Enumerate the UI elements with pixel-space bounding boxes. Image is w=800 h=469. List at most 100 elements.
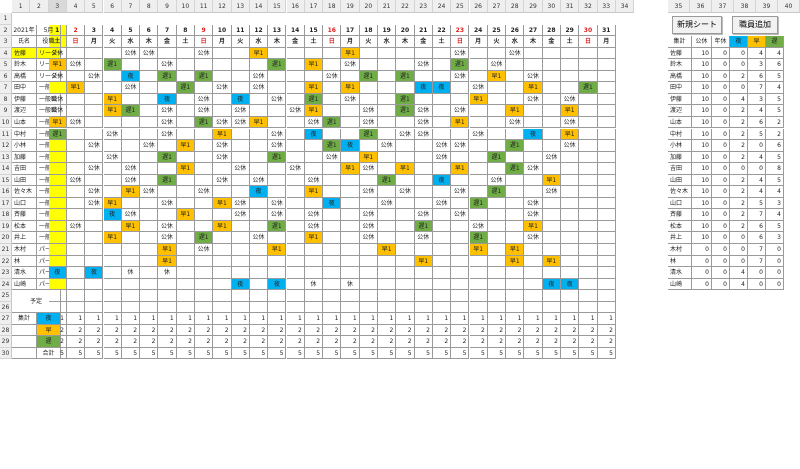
shift-empty[interactable]: [597, 47, 616, 60]
shift-empty[interactable]: [323, 105, 342, 117]
shift-empty[interactable]: [66, 128, 86, 141]
memo-cell[interactable]: [396, 301, 415, 314]
column-header[interactable]: 1: [12, 0, 31, 13]
memo-cell[interactable]: [414, 290, 433, 302]
shift-empty[interactable]: [432, 116, 452, 129]
shift-empty[interactable]: [304, 244, 324, 256]
shift-off[interactable]: 公休: [121, 47, 141, 60]
shift-empty[interactable]: [140, 244, 159, 256]
shift-late[interactable]: 遅1: [48, 128, 67, 141]
shift-night[interactable]: 夜: [561, 278, 580, 291]
shift-empty[interactable]: [176, 255, 195, 268]
staff-name[interactable]: 斉藤: [12, 209, 37, 221]
shift-empty[interactable]: [524, 140, 543, 152]
shift-late[interactable]: 遅1: [158, 70, 177, 83]
shift-off[interactable]: 公休: [121, 163, 141, 175]
shift-empty[interactable]: [542, 232, 561, 244]
day-number[interactable]: 11: [231, 24, 250, 37]
shift-early[interactable]: 早1: [66, 82, 86, 94]
shift-empty[interactable]: [542, 244, 561, 256]
shift-empty[interactable]: [140, 209, 159, 221]
weekday-label[interactable]: 木: [524, 36, 543, 48]
weekday-label[interactable]: 木: [268, 36, 287, 48]
shift-night[interactable]: 夜: [268, 278, 287, 291]
memo-cell[interactable]: [432, 301, 452, 314]
shift-empty[interactable]: [542, 116, 561, 129]
row-header[interactable]: 11: [0, 128, 12, 141]
shift-empty[interactable]: [378, 186, 397, 198]
shift-empty[interactable]: [561, 70, 580, 83]
shift-empty[interactable]: [231, 232, 250, 244]
shift-empty[interactable]: [561, 255, 580, 268]
memo-cell[interactable]: [231, 301, 250, 314]
row-header[interactable]: 26: [0, 301, 12, 314]
memo-cell[interactable]: [286, 290, 305, 302]
column-header[interactable]: 24: [432, 0, 452, 13]
shift-empty[interactable]: [506, 278, 525, 291]
memo-cell[interactable]: [359, 290, 378, 302]
shift-late[interactable]: 遅1: [323, 116, 342, 129]
shift-empty[interactable]: [432, 105, 452, 117]
staff-name[interactable]: 伊藤: [12, 93, 37, 106]
shift-empty[interactable]: [414, 174, 433, 187]
shift-late[interactable]: 遅1: [268, 151, 287, 164]
shift-empty[interactable]: [176, 151, 195, 164]
shift-empty[interactable]: [341, 151, 360, 164]
staff-name[interactable]: 山本: [12, 116, 37, 129]
shift-off[interactable]: 公休: [213, 140, 232, 152]
row-header[interactable]: 5: [0, 59, 12, 71]
weekday-label[interactable]: 月: [85, 36, 104, 48]
shift-empty[interactable]: [359, 82, 378, 94]
shift-empty[interactable]: [432, 220, 452, 233]
staff-name[interactable]: 中村: [12, 128, 37, 141]
shift-early[interactable]: 早1: [121, 220, 141, 233]
shift-empty[interactable]: [286, 47, 305, 60]
weekday-label[interactable]: 土: [304, 36, 324, 48]
shift-empty[interactable]: [66, 197, 86, 210]
shift-empty[interactable]: [487, 116, 507, 129]
shift-empty[interactable]: [48, 151, 67, 164]
shift-empty[interactable]: [85, 209, 104, 221]
shift-empty[interactable]: [103, 82, 122, 94]
shift-empty[interactable]: [542, 105, 561, 117]
shift-empty[interactable]: [304, 267, 324, 279]
shift-empty[interactable]: [195, 197, 214, 210]
shift-empty[interactable]: [304, 47, 324, 60]
shift-empty[interactable]: [451, 197, 470, 210]
shift-off[interactable]: 公休: [48, 47, 67, 60]
shift-empty[interactable]: [48, 197, 67, 210]
shift-empty[interactable]: [359, 140, 378, 152]
shift-empty[interactable]: [396, 232, 415, 244]
shift-empty[interactable]: [469, 105, 488, 117]
shift-empty[interactable]: [304, 255, 324, 268]
shift-empty[interactable]: [579, 140, 598, 152]
shift-empty[interactable]: [432, 163, 452, 175]
shift-empty[interactable]: [378, 128, 397, 141]
shift-empty[interactable]: [158, 278, 177, 291]
shift-off[interactable]: 公休: [268, 93, 287, 106]
memo-cell[interactable]: [323, 290, 342, 302]
shift-early[interactable]: 早1: [121, 186, 141, 198]
shift-off[interactable]: 公休: [451, 105, 470, 117]
shift-empty[interactable]: [414, 140, 433, 152]
staff-name[interactable]: 加藤: [12, 151, 37, 164]
shift-empty[interactable]: [158, 209, 177, 221]
shift-empty[interactable]: [85, 232, 104, 244]
shift-early[interactable]: 早1: [378, 244, 397, 256]
shift-empty[interactable]: [506, 151, 525, 164]
day-number[interactable]: 19: [378, 24, 397, 37]
shift-empty[interactable]: [268, 232, 287, 244]
shift-empty[interactable]: [323, 220, 342, 233]
shift-empty[interactable]: [268, 186, 287, 198]
shift-off[interactable]: 公休: [359, 116, 378, 129]
shift-off[interactable]: 公休: [231, 209, 250, 221]
shift-empty[interactable]: [268, 47, 287, 60]
shift-empty[interactable]: [66, 47, 86, 60]
shift-empty[interactable]: [506, 197, 525, 210]
shift-off[interactable]: 公休: [140, 47, 159, 60]
shift-night[interactable]: 夜: [341, 140, 360, 152]
memo-cell[interactable]: [286, 301, 305, 314]
month-cell[interactable]: 5月: [37, 24, 61, 37]
shift-empty[interactable]: [597, 128, 616, 141]
shift-empty[interactable]: [524, 255, 543, 268]
